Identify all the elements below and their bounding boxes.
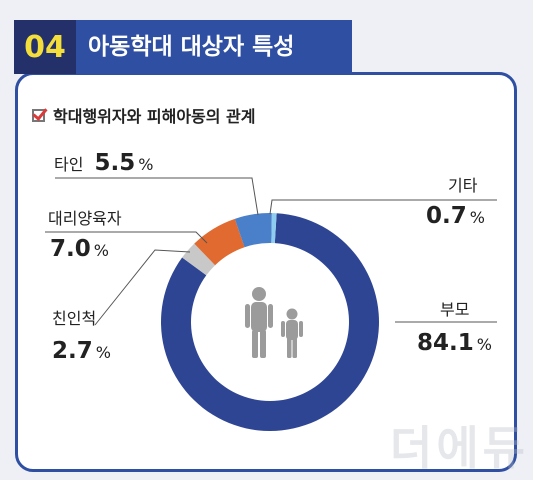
label-parents-unit: % bbox=[476, 335, 492, 354]
subtitle-row: 학대행위자와 피해아동의 관계 bbox=[32, 102, 256, 128]
leader-line-surrogate bbox=[45, 231, 208, 244]
label-surrogate-name: 대리양육자 bbox=[48, 209, 122, 228]
slice-stranger bbox=[234, 213, 272, 248]
parent-and-child-icon bbox=[245, 287, 303, 358]
slice-surrogate bbox=[194, 218, 245, 266]
label-surrogate-value: 7.0 bbox=[50, 236, 91, 262]
label-stranger: 타인 5.5% bbox=[54, 150, 154, 176]
leader-line-other bbox=[269, 199, 497, 215]
label-other: 기타 bbox=[448, 172, 477, 196]
label-parents: 부모 bbox=[440, 296, 469, 320]
chart-subtitle: 학대행위자와 피해아동의 관계 bbox=[53, 107, 256, 126]
slice-other bbox=[271, 213, 277, 244]
label-extended-name: 친인척 bbox=[52, 309, 97, 328]
leader-line-stranger bbox=[55, 177, 259, 216]
label-other-value: 0.7 bbox=[426, 203, 467, 229]
slice-extended bbox=[182, 243, 216, 276]
donut-slices bbox=[161, 213, 380, 431]
leader-lines bbox=[45, 177, 497, 326]
label-parents-name: 부모 bbox=[440, 300, 470, 319]
label-extended-value: 2.7 bbox=[52, 338, 93, 364]
section-number: 04 bbox=[14, 20, 76, 74]
label-stranger-name: 타인 bbox=[54, 155, 84, 174]
label-surrogate-unit: % bbox=[93, 241, 109, 260]
label-other-figure: 0.7% bbox=[426, 203, 485, 229]
label-stranger-value: 5.5 bbox=[94, 150, 136, 176]
label-parents-value: 84.1 bbox=[417, 330, 474, 356]
label-extended: 친인척 bbox=[52, 305, 96, 329]
label-other-name: 기타 bbox=[448, 176, 478, 195]
label-surrogate-figure: 7.0% bbox=[50, 236, 109, 262]
label-extended-figure: 2.7% bbox=[52, 338, 111, 364]
leader-line-extended bbox=[94, 249, 191, 326]
label-parents-figure: 84.1% bbox=[417, 330, 492, 356]
label-other-unit: % bbox=[469, 208, 485, 227]
watermark-logo: 더에듀 bbox=[390, 421, 529, 475]
label-surrogate: 대리양육자 bbox=[48, 205, 122, 229]
label-extended-unit: % bbox=[95, 343, 111, 362]
checkbox-checked-icon bbox=[32, 108, 45, 122]
section-title: 아동학대 대상자 특성 bbox=[88, 34, 295, 60]
label-stranger-unit: % bbox=[138, 155, 154, 174]
